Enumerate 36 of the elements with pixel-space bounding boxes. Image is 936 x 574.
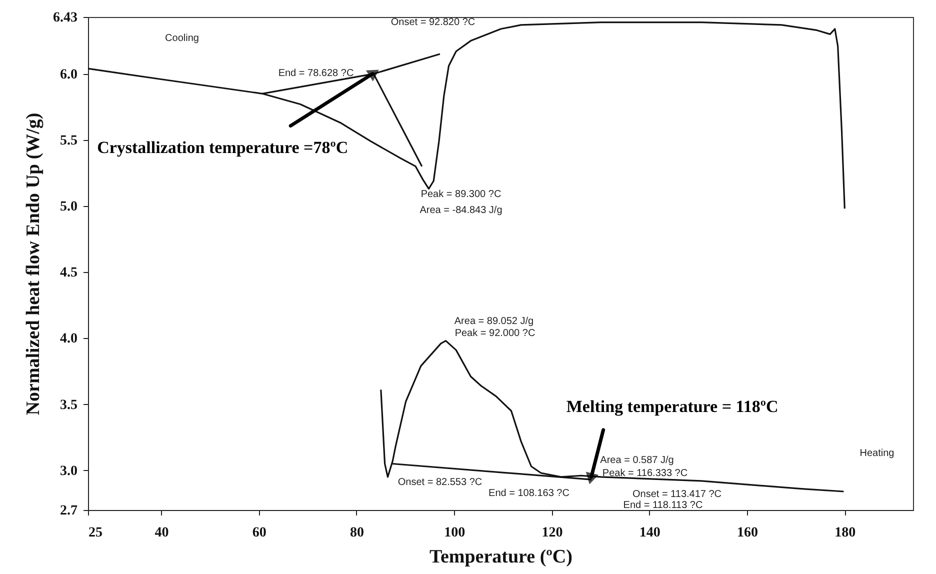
- x-tick-label: 160: [737, 526, 758, 540]
- x-axis-title: Temperature (ºC): [430, 546, 572, 568]
- x-tick-label: 60: [252, 526, 266, 540]
- annotation: Peak = 92.000 ?C: [454, 328, 536, 339]
- annotation: Peak = 116.333 ?C: [602, 468, 688, 479]
- annotation: Area = 89.052 J/g: [454, 316, 534, 327]
- y-tick-label: 6.43: [53, 10, 78, 26]
- annotation: End = 118.113 ?C: [623, 500, 703, 511]
- y-tick-label: 5.5: [60, 133, 78, 148]
- x-tick-label: 40: [154, 526, 169, 540]
- x-tick-label: 80: [350, 526, 364, 540]
- x-tick-label: 120: [542, 526, 563, 540]
- y-axis-title: Normalized heat flow Endo Up (W/g): [23, 112, 44, 416]
- annotation: End = 108.163 ?C: [488, 488, 570, 499]
- annotation: Melting temperature = 118ºC: [566, 396, 778, 416]
- annotation: Area = -84.843 J/g: [420, 205, 502, 216]
- x-tick-label: 180: [834, 526, 856, 540]
- x-tick-label: 140: [639, 526, 660, 540]
- y-tick-label: 4.5: [60, 266, 78, 281]
- annotation: Peak = 89.300 ?C: [420, 189, 502, 200]
- annotation: Crystallization temperature =78ºC: [97, 138, 348, 157]
- y-tick-label: 2.7: [60, 504, 78, 518]
- y-tick-label: 3.5: [60, 398, 78, 413]
- annotation: Onset = 82.553 ?C: [398, 477, 482, 488]
- y-tick-label: 5.0: [60, 200, 78, 215]
- y-tick-label: 6.0: [60, 67, 78, 82]
- annotation: Onset = 113.417 ?C: [632, 489, 722, 500]
- y-tick-label: 3.0: [60, 464, 78, 479]
- annotation: Heating: [860, 448, 894, 459]
- annotation: Cooling: [165, 33, 199, 44]
- annotation: Area = 0.587 J/g: [600, 455, 674, 466]
- annotation: Onset = 92.820 ?C: [390, 17, 476, 28]
- x-tick-label: 25: [88, 526, 102, 540]
- annotation: End = 78.628 ?C: [278, 68, 354, 79]
- y-tick-label: 4.0: [60, 332, 78, 347]
- x-tick-label: 100: [444, 526, 466, 540]
